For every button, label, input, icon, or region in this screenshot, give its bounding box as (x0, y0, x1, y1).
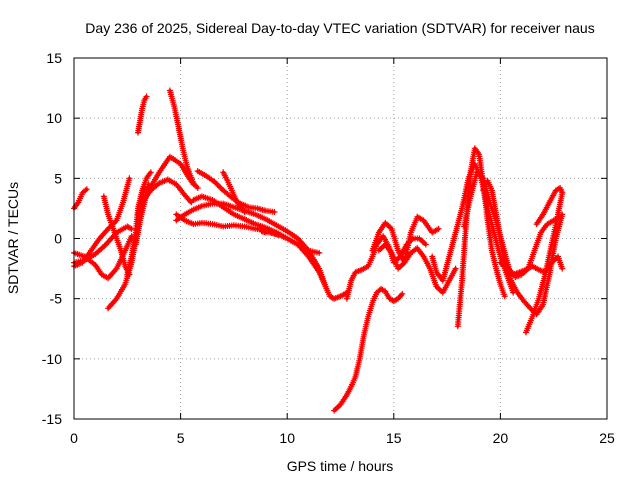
y-tick-label: 10 (46, 110, 62, 126)
y-axis-tick-labels: 15 10 5 0 -5 -10 -15 (42, 50, 62, 427)
x-tick-label: 15 (386, 430, 402, 446)
series-arc-28 (523, 189, 566, 336)
series-arc-22 (375, 241, 459, 296)
y-tick-label: 15 (46, 50, 62, 66)
x-tick-label: 0 (70, 430, 78, 446)
chart-title: Day 236 of 2025, Sidereal Day-to-day VTE… (85, 20, 594, 36)
data-series (71, 87, 566, 414)
plus-markers (523, 189, 566, 336)
y-tick-label: -10 (42, 351, 62, 367)
x-tick-label: 10 (279, 430, 295, 446)
series-arc-3 (71, 233, 135, 282)
y-tick-label: -5 (50, 291, 63, 307)
grid (74, 58, 607, 419)
plus-markers (166, 87, 201, 191)
plus-markers (533, 185, 566, 228)
plus-markers (190, 193, 323, 256)
series-arc-15 (190, 193, 323, 256)
y-tick-label: -15 (42, 411, 62, 427)
plus-markers (375, 241, 459, 296)
series-arc-9 (135, 93, 150, 136)
plot-frame (73, 57, 608, 420)
series-arc-19 (331, 286, 406, 414)
y-tick-label: 0 (54, 231, 62, 247)
plus-markers (139, 176, 195, 206)
series-arc-29 (533, 185, 566, 228)
x-axis-label: GPS time / hours (287, 458, 394, 474)
plus-markers (100, 193, 133, 278)
series-arc-17 (220, 169, 248, 215)
plus-markers (135, 93, 150, 136)
y-tick-label: 5 (54, 170, 62, 186)
series-arc-26 (480, 177, 566, 318)
series-line (332, 287, 404, 413)
plus-markers (369, 213, 442, 266)
y-axis-label: SDTVAR / TECUs (5, 182, 21, 294)
plus-markers (220, 169, 248, 215)
axis-ticks (73, 57, 608, 420)
x-axis-tick-labels: 0 5 10 15 20 25 (70, 430, 615, 446)
plus-markers (258, 228, 282, 238)
plus-markers (331, 286, 406, 414)
x-tick-label: 25 (599, 430, 615, 446)
plus-markers (71, 233, 135, 282)
x-tick-label: 20 (493, 430, 509, 446)
series-arc-18 (258, 228, 282, 238)
series-arc-6 (100, 193, 133, 278)
series-arc-11 (139, 176, 195, 206)
x-tick-label: 5 (177, 430, 185, 446)
series-arc-12 (166, 87, 201, 191)
